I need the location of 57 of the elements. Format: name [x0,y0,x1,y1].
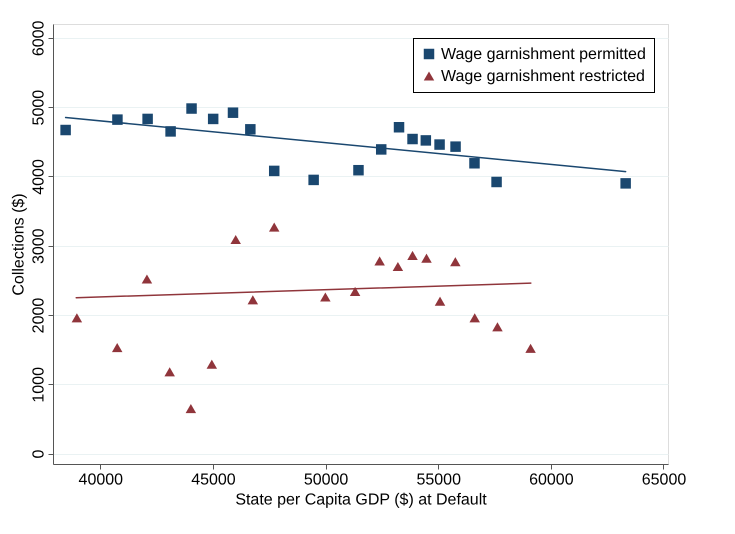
point [434,139,445,150]
point [392,262,404,272]
point [230,234,241,244]
point [353,164,364,176]
point [469,158,480,169]
point [469,313,480,322]
point [320,292,331,302]
legend-label: Wage garnishment permitted [441,46,646,63]
point [308,174,319,186]
point [248,295,258,304]
y-tick-label: 4000 [30,159,48,195]
x-tick-label: 45000 [191,472,236,488]
point [60,124,71,136]
point [228,107,238,118]
point [450,257,461,266]
point [450,141,461,152]
y-tick-label: 6000 [30,20,48,56]
y-tick-label: 1000 [30,366,48,403]
point [112,114,123,125]
x-tick-label: 55000 [416,472,462,488]
point [394,122,404,132]
point [268,222,280,232]
point [376,144,386,155]
x-tick-label: 65000 [642,472,686,488]
point [620,178,631,189]
point [164,367,175,376]
y-tick-label: 5000 [30,90,48,126]
point [112,343,122,352]
point [492,322,503,332]
point [208,114,218,124]
point [434,296,446,306]
point [245,124,256,135]
point [165,126,176,137]
point [206,360,218,369]
point [407,134,418,144]
point [421,254,432,263]
point [268,166,280,176]
point [407,250,418,260]
x-tick-label: 50000 [304,472,348,488]
legend-label: Wage garnishment restricted [441,68,645,85]
x-axis-title: State per Capita GDP ($) at Default [235,492,488,508]
point [186,103,197,114]
y-tick-label: 3000 [30,228,48,264]
y-tick-label: 0 [30,450,48,459]
point [525,344,536,353]
point [72,313,82,322]
y-axis-title: Collections ($) [10,193,28,296]
y-tick-label: 2000 [30,298,48,334]
point [186,404,196,414]
point [420,135,432,146]
point [142,114,153,124]
x-tick-label: 40000 [78,472,124,488]
point [142,274,152,284]
point [350,286,360,296]
x-tick-label: 60000 [529,472,574,488]
point [374,256,385,266]
point [491,176,502,188]
